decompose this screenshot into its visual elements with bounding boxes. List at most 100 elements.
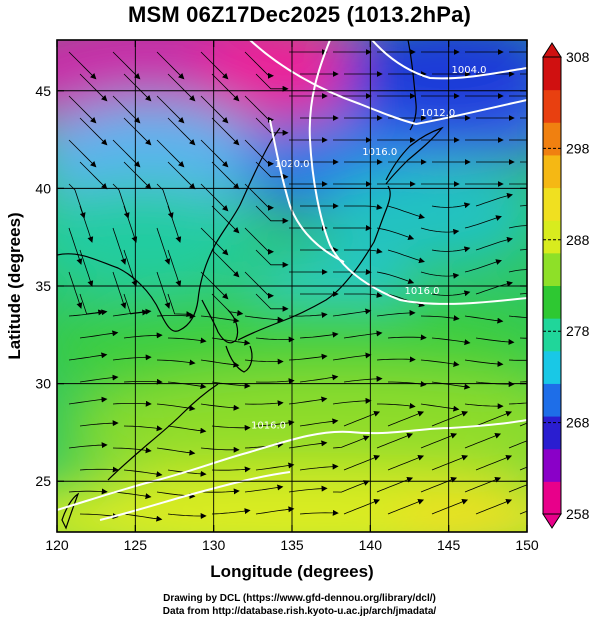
streamline-55: [79, 161, 108, 190]
x-tick-label-125: 125: [124, 537, 148, 553]
streamline-102: [211, 249, 240, 278]
streamline-235: [255, 506, 295, 515]
isobar-1004: [371, 40, 527, 80]
streamline-194: [387, 410, 425, 427]
streamline-214: [299, 463, 339, 471]
streamline-236: [299, 509, 339, 516]
streamline-98: [508, 225, 527, 229]
colorbar-segment-2: [543, 416, 561, 450]
streamline-225: [288, 485, 328, 493]
streamline-123: [167, 293, 193, 318]
streamline-165: [79, 374, 119, 383]
isobar-1016-south: [57, 419, 527, 511]
streamline-44: [68, 139, 97, 168]
streamline-187: [79, 420, 119, 427]
streamline-34: [123, 117, 152, 146]
colorbar-tick-labels: 258 268 278 288 298 308: [566, 49, 590, 522]
streamline-154: [68, 352, 108, 361]
x-tick-label-145: 145: [437, 537, 461, 553]
streamline-181: [288, 396, 328, 405]
colorbar-tick-label-288: 288: [566, 232, 590, 248]
streamline-138: [332, 308, 372, 317]
streamline-85: [431, 202, 471, 209]
streamline-100: [123, 249, 138, 287]
streamline-196: [475, 410, 513, 427]
streamline-191: [255, 419, 295, 427]
streamline-201: [200, 446, 240, 453]
streamline-183: [377, 402, 416, 409]
isobar-label-0: 1004.0: [452, 65, 487, 76]
streamline-199: [112, 447, 152, 454]
streamline-179: [200, 403, 240, 411]
credits: Drawing by DCL (https://www.gfd-dennou.o…: [0, 592, 599, 618]
streamline-203: [288, 440, 328, 449]
streamline-189: [167, 425, 207, 434]
streamline-11: [79, 73, 108, 102]
colorbar-tick-label-268: 268: [566, 415, 590, 431]
streamline-136: [244, 315, 284, 323]
streamline-108: [475, 236, 513, 251]
y-tick-label-30: 30: [35, 376, 51, 392]
coastline-ryukyu: [107, 383, 219, 481]
streamline-144: [123, 332, 163, 339]
streamline-148: [299, 331, 339, 339]
streamline-113: [200, 271, 229, 300]
streamline-111: [112, 271, 127, 309]
streamline-78: [123, 205, 138, 243]
streamline-135: [200, 315, 240, 324]
streamline-180: [244, 400, 284, 407]
streamline-35: [167, 117, 196, 146]
isobar-1016-sw: [99, 471, 291, 521]
streamline-186: [508, 402, 527, 405]
coastlines: [57, 40, 444, 530]
colorbar-segment-13: [543, 57, 561, 91]
streamline-14: [211, 73, 240, 102]
streamline-200: [156, 447, 196, 456]
streamline-162: [420, 359, 460, 367]
streamline-117: [376, 271, 415, 284]
streamline-119: [464, 259, 502, 273]
streamline-226: [333, 480, 370, 493]
streamline-161: [376, 356, 416, 363]
streamline-129: [431, 290, 471, 297]
streamline-231: [79, 513, 119, 520]
streamline-36: [211, 117, 240, 146]
streamline-157: [200, 359, 240, 368]
coastline-korea: [201, 299, 239, 344]
streamline-210: [123, 469, 163, 478]
streamline-3: [200, 51, 229, 80]
streamline-96: [420, 227, 460, 235]
streamline-134: [156, 312, 196, 319]
isobar-label-1: 1012.0: [420, 108, 455, 119]
streamline-127: [344, 292, 383, 298]
streamline-56: [123, 161, 152, 190]
colorbar-segment-11: [543, 122, 561, 156]
x-tick-label-150: 150: [515, 537, 539, 553]
colorbar-segment-3: [543, 383, 561, 417]
colorbar-segment-0: [543, 481, 561, 515]
streamline-92: [244, 227, 274, 255]
streamline-169: [255, 378, 295, 385]
streamline-195: [431, 410, 469, 427]
colorbar-segment-4: [543, 350, 561, 384]
isobar-label-4: 1016.0: [405, 286, 440, 297]
streamline-47: [200, 139, 229, 168]
streamline-105: [344, 248, 383, 254]
streamline-176: [68, 396, 108, 405]
streamline-155: [112, 354, 152, 361]
streamline-4: [244, 51, 274, 79]
streamline-145: [167, 337, 207, 344]
streamline-83: [344, 204, 383, 210]
y-tick-labels: 25 30 35 40 45: [35, 83, 51, 489]
streamline-223: [200, 488, 240, 495]
streamline-81: [255, 205, 289, 224]
streamline-215: [343, 454, 381, 471]
streamline-240: [475, 498, 513, 515]
streamline-212: [211, 466, 251, 473]
colorbar-segment-9: [543, 187, 561, 221]
streamline-118: [420, 271, 460, 279]
streamline-151: [431, 337, 471, 346]
streamline-103: [255, 249, 289, 268]
streamline-170: [299, 374, 339, 383]
streamline-221: [112, 491, 152, 500]
